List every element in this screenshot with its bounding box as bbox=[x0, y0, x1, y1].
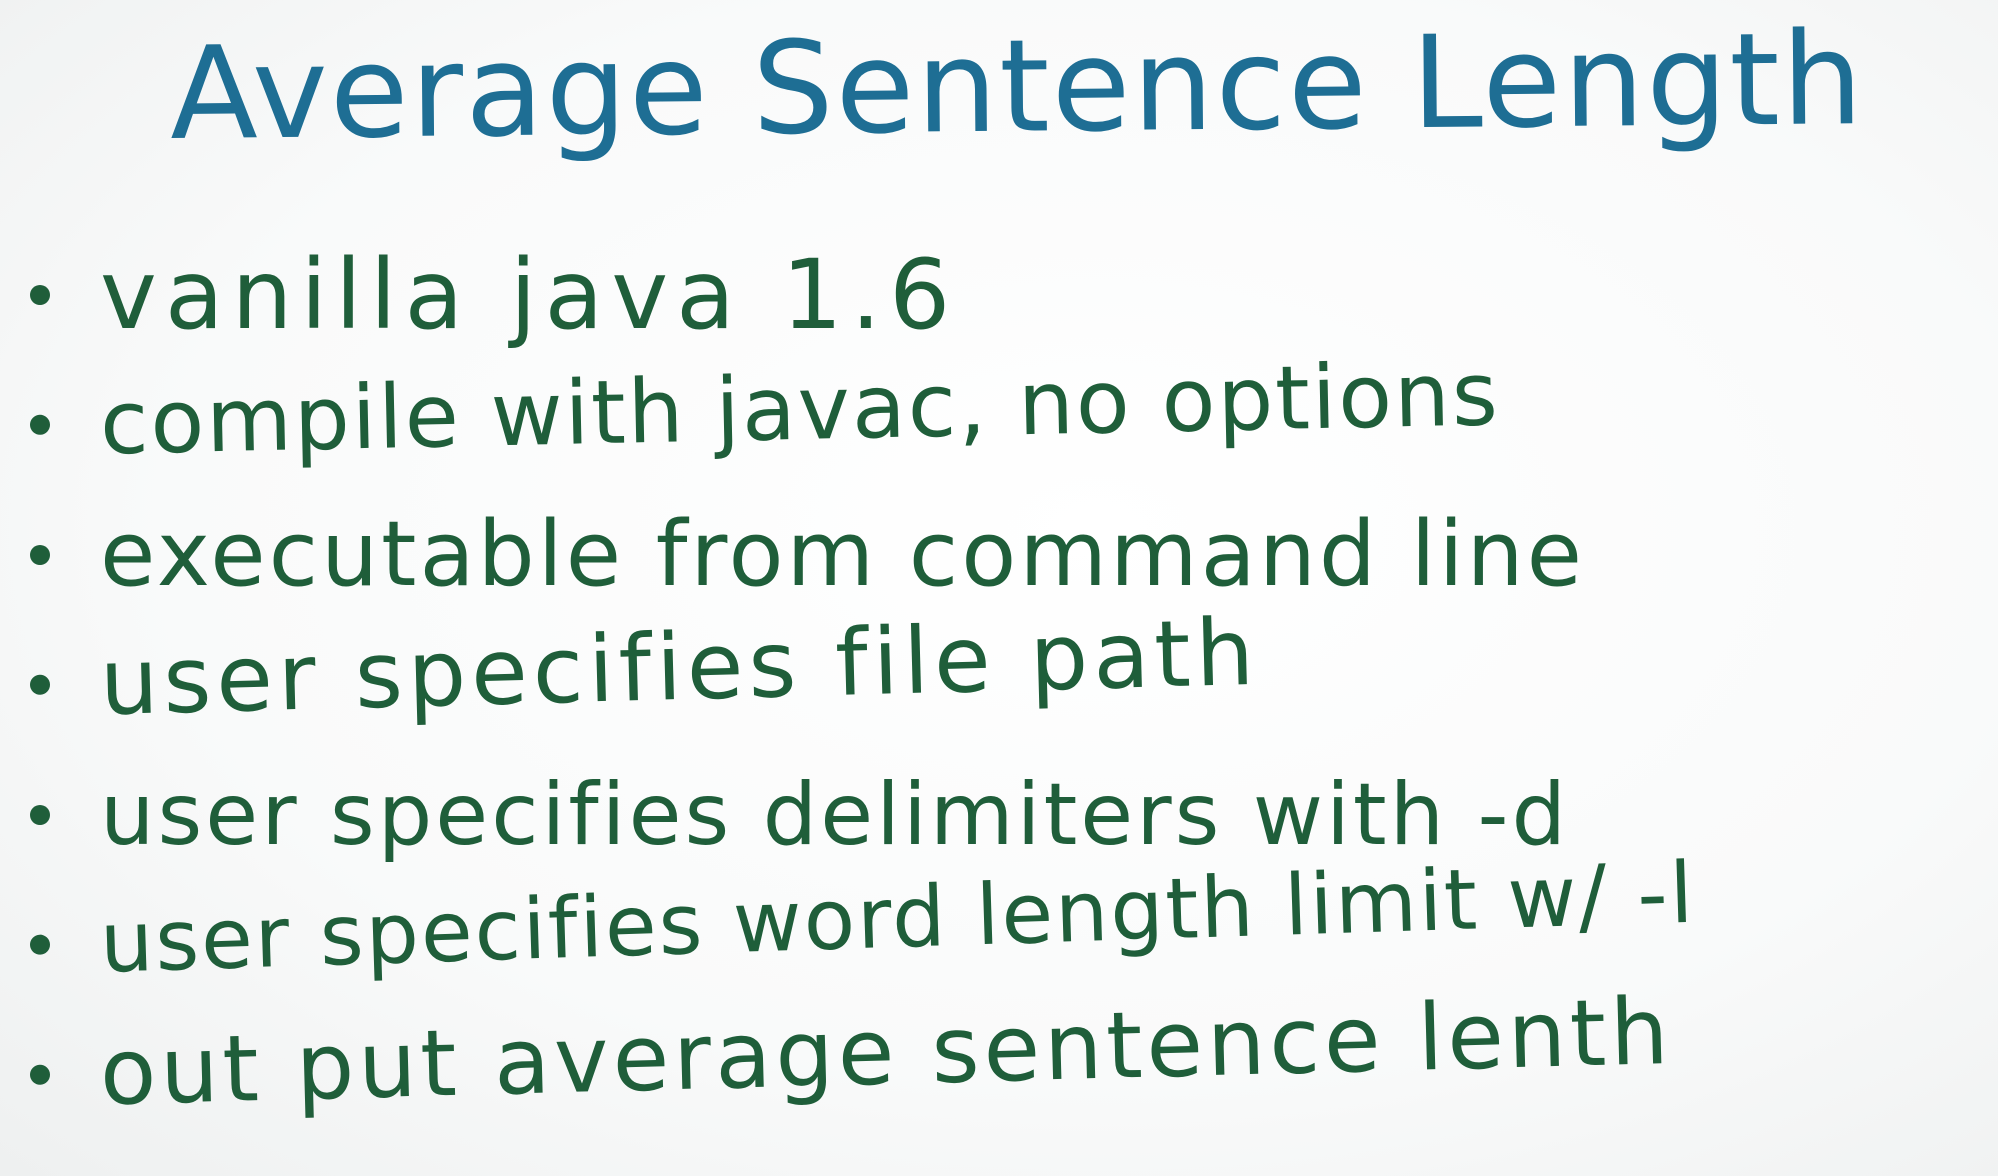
list-item: executable from command line bbox=[30, 490, 1970, 620]
bullet-dot-icon bbox=[29, 934, 51, 955]
list-item-text: user specifies delimiters with -d bbox=[100, 765, 1570, 865]
bullet-dot-icon bbox=[30, 545, 50, 565]
bullet-dot-icon bbox=[30, 805, 50, 825]
list-item: vanilla java 1.6 bbox=[30, 230, 1970, 360]
bullet-dot-icon bbox=[30, 285, 50, 305]
list-item-text: user specifies word length limit w/ -l bbox=[98, 843, 1697, 992]
bullet-dot-icon bbox=[29, 674, 51, 695]
list-item-text: user specifies file path bbox=[98, 598, 1261, 737]
list-item: user specifies delimiters with -d bbox=[30, 750, 1970, 880]
bullet-dot-icon bbox=[29, 414, 51, 435]
list-item-text: compile with javac, no options bbox=[98, 342, 1501, 475]
list-item-text: executable from command line bbox=[100, 502, 1586, 607]
requirements-list: vanilla java 1.6 compile with javac, no … bbox=[29, 230, 1970, 1140]
page-title: Average Sentence Length bbox=[169, 5, 1866, 169]
list-item-text: out put average sentence lenth bbox=[98, 978, 1674, 1127]
bullet-dot-icon bbox=[29, 1064, 51, 1085]
list-item-text: vanilla java 1.6 bbox=[100, 239, 959, 351]
